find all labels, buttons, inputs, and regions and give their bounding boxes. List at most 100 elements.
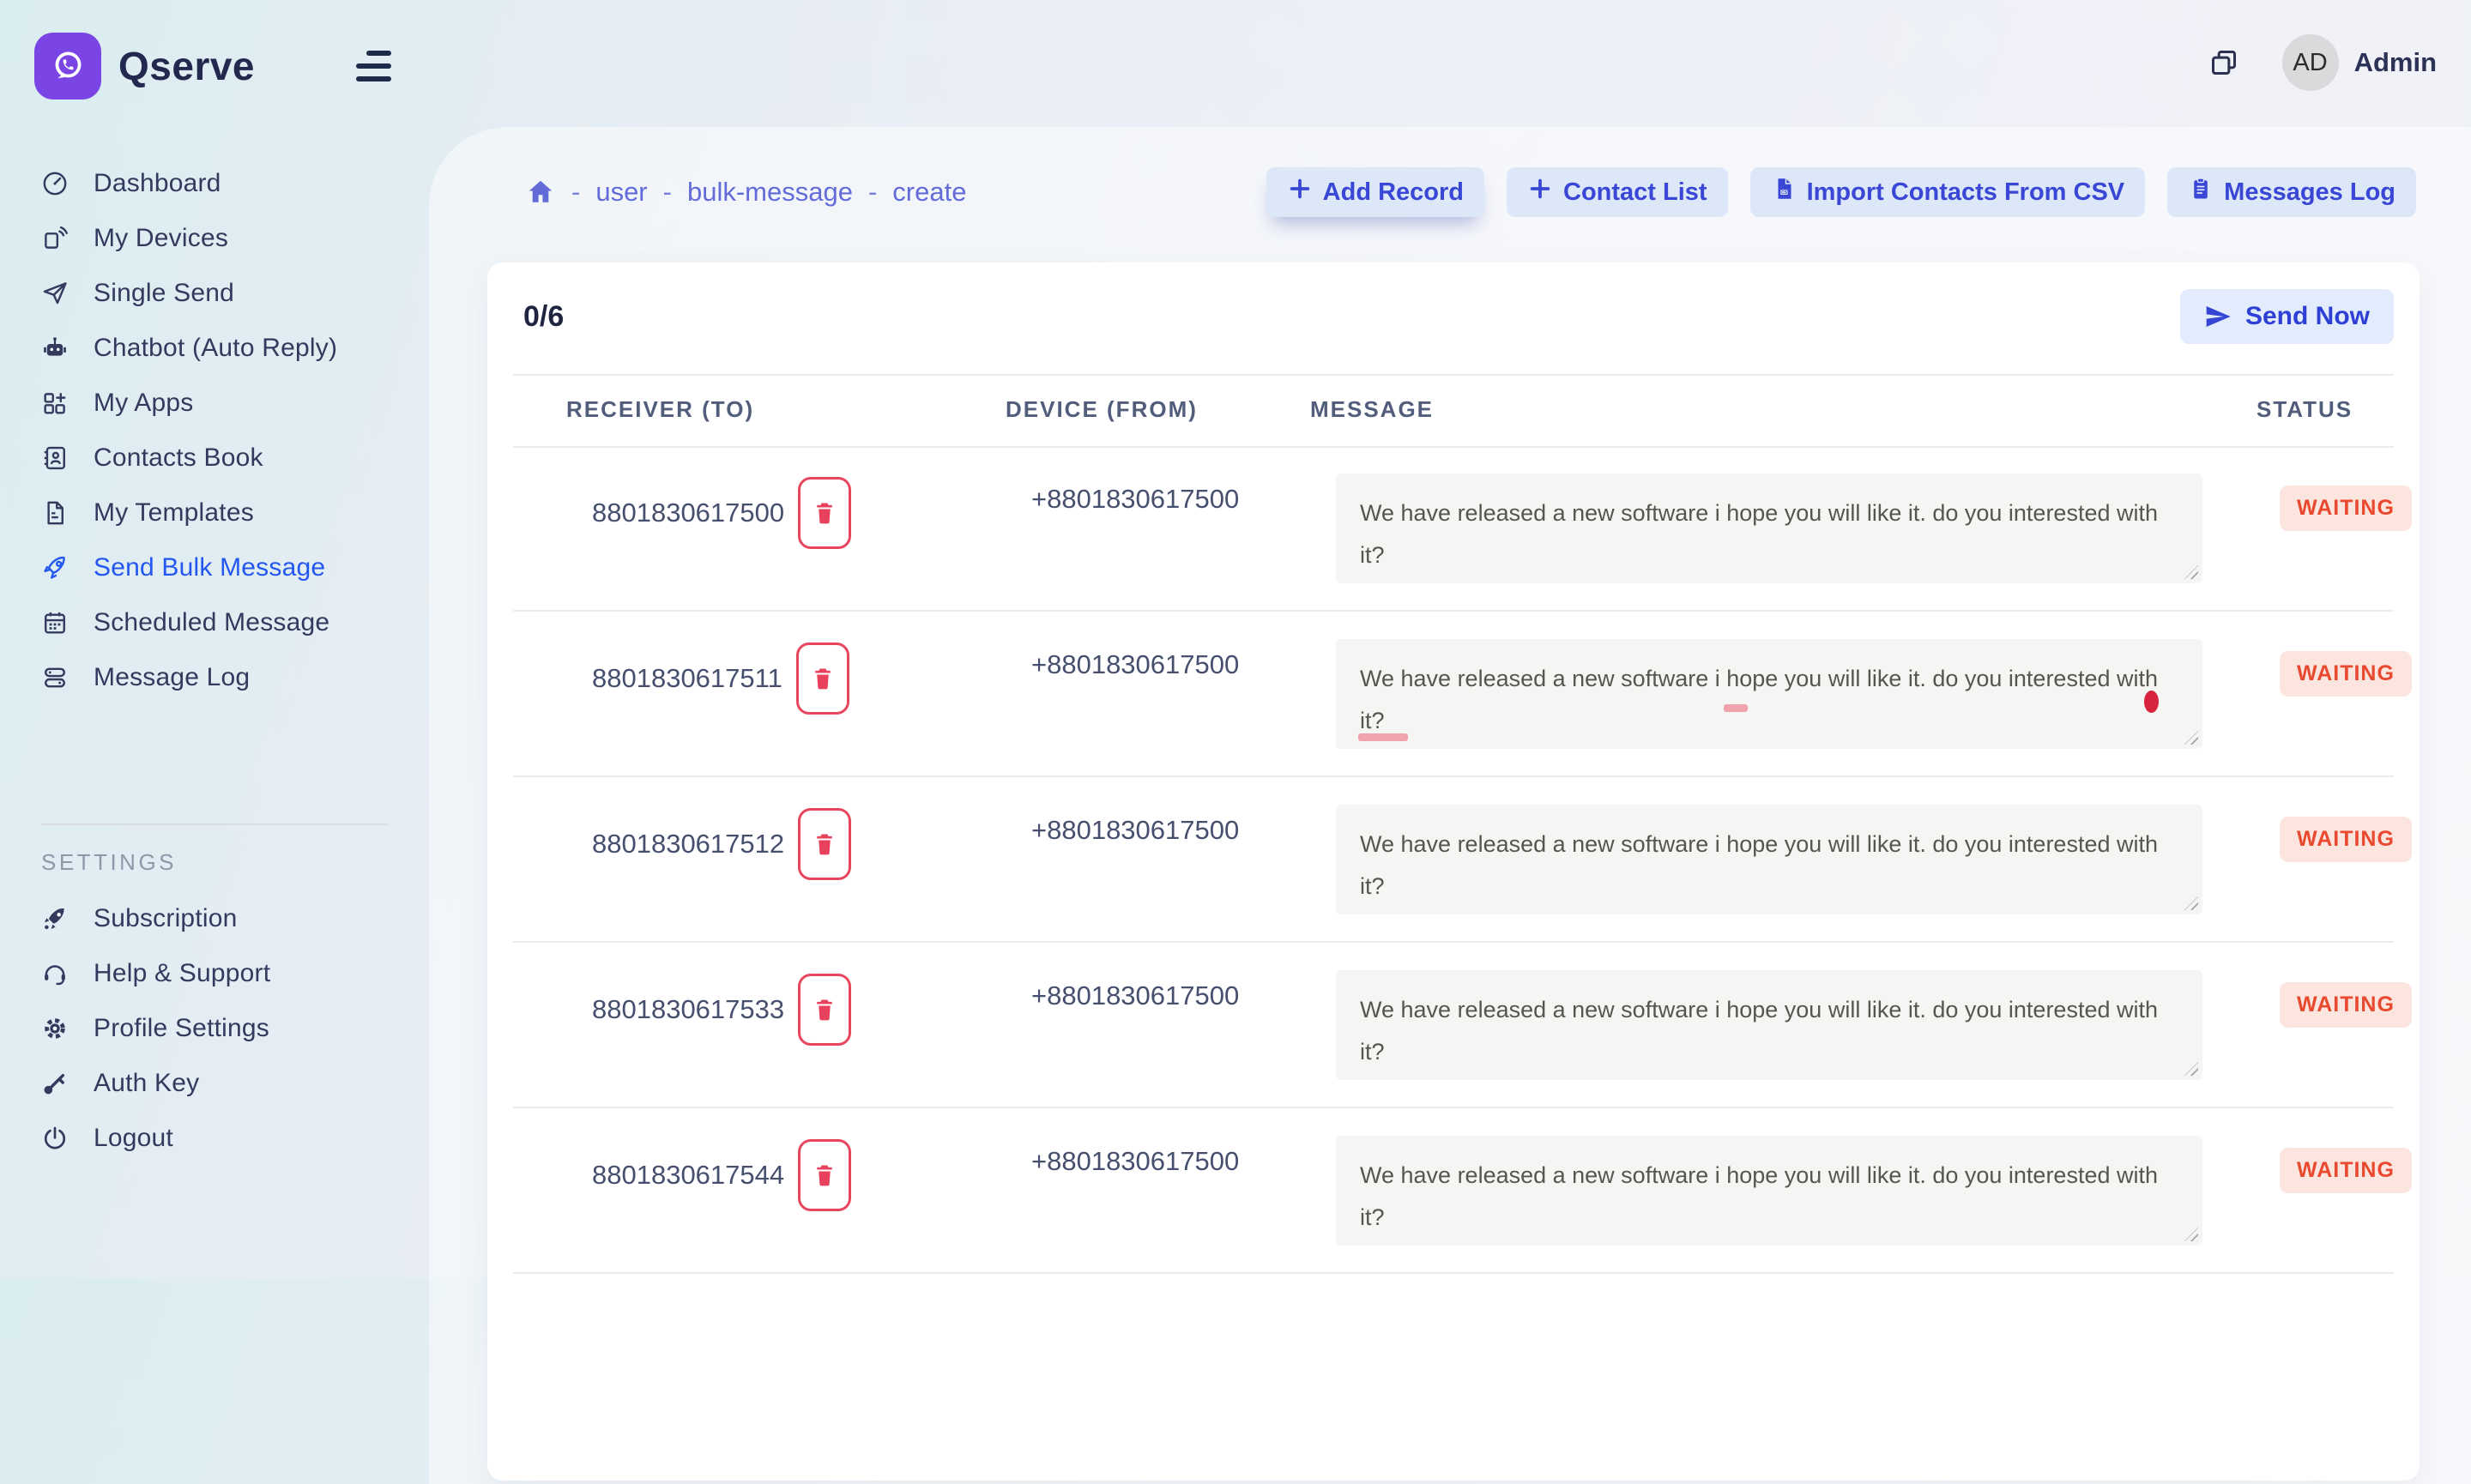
delete-row-button[interactable] bbox=[798, 808, 852, 880]
apps-icon bbox=[39, 388, 70, 419]
resize-handle-icon[interactable] bbox=[2184, 565, 2198, 579]
sidebar-item-chatbot-auto-reply[interactable]: Chatbot (Auto Reply) bbox=[0, 321, 429, 376]
selected-counter: 0/6 bbox=[523, 299, 565, 333]
home-icon[interactable] bbox=[525, 177, 556, 208]
messages-log-button[interactable]: Messages Log bbox=[2167, 167, 2416, 217]
sidebar-item-subscription[interactable]: Subscription bbox=[0, 891, 429, 946]
receiver-cell: 8801830617511 bbox=[592, 642, 849, 715]
breadcrumb-separator: - bbox=[662, 177, 672, 207]
sidebar-divider bbox=[41, 823, 388, 825]
sidebar-item-scheduled-message[interactable]: Scheduled Message bbox=[0, 595, 429, 650]
grammar-checker-dot bbox=[2144, 691, 2159, 713]
contact-list-button[interactable]: Contact List bbox=[1507, 167, 1728, 217]
sidebar-item-my-templates[interactable]: My Templates bbox=[0, 486, 429, 540]
device-number: +8801830617500 bbox=[1031, 815, 1240, 845]
breadcrumb-separator: - bbox=[571, 177, 581, 207]
col-device: DEVICE (FROM) bbox=[1006, 396, 1198, 422]
sidebar-item-single-send[interactable]: Single Send bbox=[0, 266, 429, 321]
paper-plane-icon bbox=[39, 278, 70, 309]
resize-handle-icon[interactable] bbox=[2184, 731, 2198, 745]
sidebar-item-help-support[interactable]: Help & Support bbox=[0, 946, 429, 1001]
rocket-icon bbox=[39, 552, 70, 583]
sidebar-item-profile-settings[interactable]: Profile Settings bbox=[0, 1001, 429, 1056]
sidebar-item-my-devices[interactable]: My Devices bbox=[0, 211, 429, 266]
calendar-icon bbox=[39, 607, 70, 638]
main-area: AD Admin - user - bulk-message - create Add R… bbox=[429, 0, 2471, 1484]
resize-handle-icon[interactable] bbox=[2184, 1062, 2198, 1076]
avatar[interactable]: AD bbox=[2281, 34, 2339, 91]
receiver-number: 8801830617533 bbox=[592, 994, 785, 1024]
delete-row-button[interactable] bbox=[798, 974, 852, 1046]
toolbar-row: - user - bulk-message - create Add Record Con… bbox=[525, 166, 2416, 218]
sidebar: Qserve Dashboard My Devices Single Send … bbox=[0, 0, 429, 1278]
spellcheck-mark bbox=[1724, 704, 1748, 712]
sidebar-item-my-apps[interactable]: My Apps bbox=[0, 376, 429, 431]
status-badge: WAITING bbox=[2280, 486, 2412, 531]
brand-name: Qserve bbox=[118, 44, 256, 88]
sidebar-item-contacts-book[interactable]: Contacts Book bbox=[0, 431, 429, 486]
sidebar-item-send-bulk-message[interactable]: Send Bulk Message bbox=[0, 540, 429, 595]
breadcrumb-item-bulk-message[interactable]: bulk-message bbox=[686, 177, 853, 207]
table-row: 8801830617533 +8801830617500 We have rel… bbox=[513, 943, 2412, 1108]
breadcrumb-separator: - bbox=[867, 177, 878, 207]
sidebar-item-auth-key[interactable]: Auth Key bbox=[0, 1056, 429, 1111]
contacts-icon bbox=[39, 443, 70, 474]
message-textarea[interactable]: We have released a new software i hope y… bbox=[1336, 1136, 2202, 1246]
sidebar-item-logout[interactable]: Logout bbox=[0, 1111, 429, 1166]
support-icon bbox=[39, 958, 70, 989]
logo-row: Qserve bbox=[0, 0, 429, 100]
delete-row-button[interactable] bbox=[798, 1139, 852, 1211]
device-number: +8801830617500 bbox=[1031, 649, 1240, 679]
breadcrumb-item-create[interactable]: create bbox=[892, 177, 967, 207]
sidebar-item-dashboard[interactable]: Dashboard bbox=[0, 156, 429, 211]
delete-row-button[interactable] bbox=[798, 477, 852, 549]
receiver-number: 8801830617511 bbox=[592, 663, 782, 693]
message-textarea[interactable]: We have released a new software i hope y… bbox=[1336, 805, 2202, 914]
device-number: +8801830617500 bbox=[1031, 1146, 1240, 1176]
delete-row-button[interactable] bbox=[795, 642, 849, 715]
resize-handle-icon[interactable] bbox=[2184, 896, 2198, 910]
rocket-filled-icon bbox=[39, 903, 70, 934]
whatsapp-icon bbox=[55, 51, 82, 79]
sidebar-item-message-log[interactable]: Message Log bbox=[0, 650, 429, 705]
add-record-button[interactable]: Add Record bbox=[1266, 167, 1484, 217]
status-badge: WAITING bbox=[2280, 817, 2412, 862]
trash-icon bbox=[817, 834, 832, 855]
trash-icon bbox=[817, 1165, 832, 1186]
receiver-number: 8801830617512 bbox=[592, 829, 785, 859]
send-now-button[interactable]: Send Now bbox=[2179, 289, 2394, 344]
table-row: 8801830617512 +8801830617500 We have rel… bbox=[513, 777, 2412, 943]
trash-icon bbox=[815, 668, 831, 690]
status-cell: WAITING bbox=[2280, 1148, 2412, 1193]
hamburger-menu-icon[interactable] bbox=[356, 51, 391, 81]
divider bbox=[513, 446, 2394, 448]
card-header: 0/6 Send Now bbox=[523, 285, 2394, 348]
receiver-number: 8801830617544 bbox=[592, 1160, 785, 1190]
action-buttons: Add Record Contact List CSV Import Conta… bbox=[1266, 167, 2416, 217]
breadcrumb-item-user[interactable]: user bbox=[595, 177, 648, 207]
device-number: +8801830617500 bbox=[1031, 980, 1240, 1010]
import-contacts-from-csv-button[interactable]: CSV Import Contacts From CSV bbox=[1749, 167, 2146, 217]
trash-icon bbox=[817, 503, 832, 524]
copy-icon[interactable] bbox=[2205, 44, 2243, 81]
templates-icon bbox=[39, 498, 70, 528]
message-textarea[interactable]: We have released a new software i hope y… bbox=[1336, 474, 2202, 583]
message-textarea[interactable]: We have released a new software i hope y… bbox=[1336, 970, 2202, 1080]
user-name: Admin bbox=[2353, 47, 2437, 77]
col-status: STATUS bbox=[2257, 396, 2353, 422]
csv-file-icon: CSV bbox=[1771, 176, 1797, 208]
sidebar-nav: Dashboard My Devices Single Send Chatbot… bbox=[0, 156, 429, 705]
svg-text:CSV: CSV bbox=[1781, 190, 1791, 196]
resize-handle-icon[interactable] bbox=[2184, 1228, 2198, 1241]
plus-icon bbox=[1287, 176, 1313, 208]
trash-icon bbox=[817, 999, 832, 1021]
send-plane-icon bbox=[2206, 306, 2231, 327]
status-badge: WAITING bbox=[2280, 1148, 2412, 1193]
receiver-cell: 8801830617500 bbox=[592, 477, 852, 549]
dashboard-icon bbox=[39, 168, 70, 199]
whatsapp-logo bbox=[34, 33, 101, 100]
status-cell: WAITING bbox=[2280, 817, 2412, 862]
message-textarea[interactable]: We have released a new software i hope y… bbox=[1336, 639, 2202, 749]
gear-icon bbox=[39, 1013, 70, 1044]
status-badge: WAITING bbox=[2280, 982, 2412, 1028]
